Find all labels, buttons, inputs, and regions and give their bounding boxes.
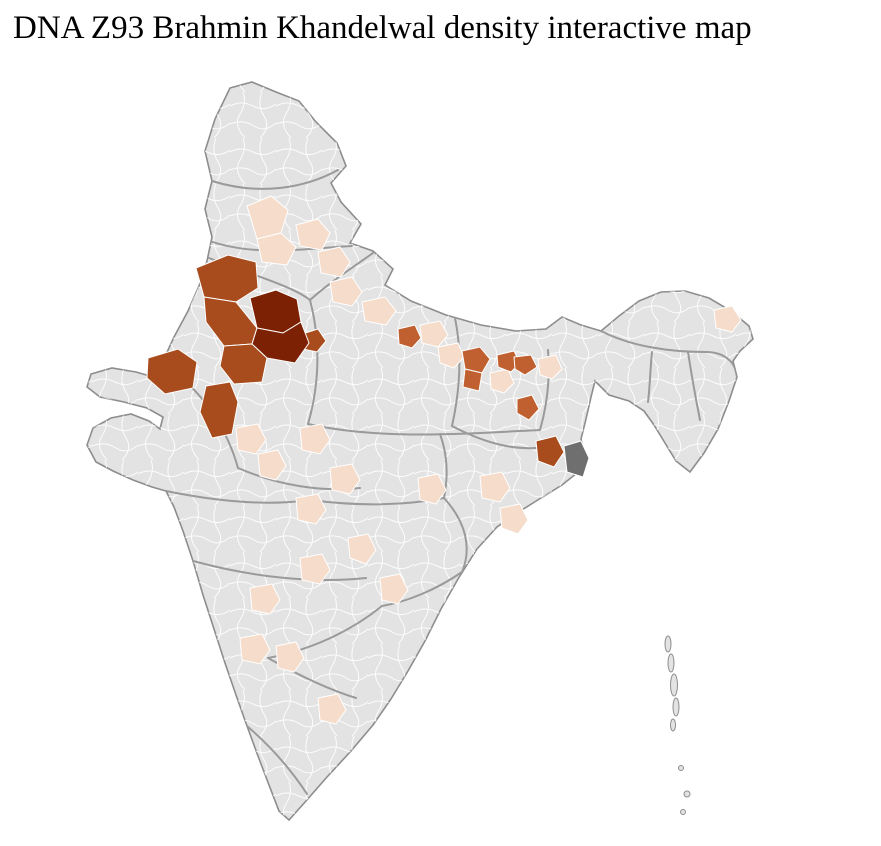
andaman-nicobar-islands[interactable] (664, 635, 691, 815)
districts-medium-density (397, 324, 540, 421)
district[interactable] (317, 693, 347, 725)
district[interactable] (249, 583, 281, 615)
district[interactable] (479, 471, 511, 503)
district[interactable] (299, 423, 331, 455)
district[interactable] (275, 641, 305, 673)
district[interactable] (461, 346, 491, 374)
district[interactable] (535, 435, 565, 468)
district[interactable] (516, 394, 540, 421)
district[interactable] (239, 633, 271, 665)
district[interactable] (295, 493, 327, 525)
district[interactable] (462, 368, 483, 392)
island[interactable] (672, 697, 680, 717)
page-title: DNA Z93 Brahmin Khandelwal density inter… (13, 10, 752, 46)
district[interactable] (295, 218, 331, 251)
district[interactable] (299, 553, 331, 585)
district[interactable] (379, 573, 409, 605)
district[interactable] (235, 423, 267, 455)
district[interactable] (251, 321, 310, 364)
island[interactable] (670, 673, 678, 697)
districts-low-density (235, 195, 742, 725)
district[interactable] (361, 296, 397, 326)
districts-high-density (146, 254, 565, 468)
district[interactable] (417, 473, 447, 505)
district[interactable] (513, 354, 538, 376)
district[interactable] (713, 305, 742, 333)
district[interactable] (317, 246, 351, 278)
district[interactable] (537, 354, 563, 380)
district[interactable] (397, 324, 422, 349)
district[interactable] (257, 449, 287, 481)
district-metro-gray (563, 440, 590, 478)
district[interactable] (329, 463, 361, 495)
island[interactable] (680, 809, 686, 815)
island[interactable] (683, 790, 691, 798)
island[interactable] (678, 765, 684, 771)
district[interactable] (199, 381, 239, 439)
district[interactable] (347, 533, 377, 565)
district[interactable] (437, 342, 465, 369)
district-mesh (87, 82, 753, 820)
district[interactable] (146, 348, 198, 395)
district[interactable] (563, 440, 590, 478)
island[interactable] (667, 653, 675, 673)
island[interactable] (664, 635, 672, 653)
island[interactable] (670, 718, 676, 732)
district[interactable] (256, 232, 297, 266)
district[interactable] (419, 320, 449, 348)
district[interactable] (246, 195, 289, 240)
district[interactable] (329, 276, 363, 307)
district[interactable] (499, 503, 529, 535)
districts-very-high-density (249, 289, 310, 364)
